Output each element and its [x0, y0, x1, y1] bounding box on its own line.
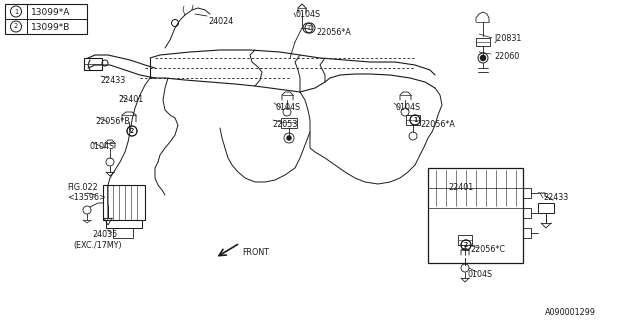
- Text: (EXC./17MY): (EXC./17MY): [73, 241, 122, 250]
- Text: 2: 2: [14, 23, 18, 29]
- Text: 0104S: 0104S: [468, 270, 493, 279]
- Text: 22056*A: 22056*A: [316, 28, 351, 37]
- Circle shape: [480, 55, 486, 61]
- Bar: [106, 220, 142, 228]
- Text: J20831: J20831: [494, 34, 522, 43]
- Bar: [538, 203, 554, 213]
- Text: FIG.022: FIG.022: [67, 183, 98, 192]
- Text: 2: 2: [464, 242, 468, 248]
- Text: 22056*C: 22056*C: [470, 245, 505, 254]
- Bar: [523, 228, 531, 238]
- Bar: [5, 4, 87, 34]
- Bar: [523, 188, 531, 198]
- Text: 1: 1: [413, 117, 417, 123]
- Text: 24035: 24035: [92, 230, 117, 239]
- Text: 0104S: 0104S: [296, 10, 321, 19]
- Bar: [428, 168, 523, 263]
- Text: 13099*B: 13099*B: [31, 23, 70, 32]
- Text: 1: 1: [413, 117, 417, 123]
- Text: 2: 2: [130, 128, 134, 134]
- Text: 22060: 22060: [494, 52, 519, 61]
- Bar: [103, 185, 145, 220]
- Text: 1: 1: [308, 25, 312, 31]
- Text: 2: 2: [464, 242, 468, 248]
- Text: 22401: 22401: [448, 183, 473, 192]
- Bar: [406, 115, 420, 125]
- Text: A090001299: A090001299: [545, 308, 596, 317]
- Text: 22433: 22433: [543, 193, 568, 202]
- Text: <13596>: <13596>: [67, 193, 106, 202]
- Circle shape: [172, 20, 179, 27]
- Text: 22433: 22433: [100, 76, 125, 85]
- Text: 24024: 24024: [208, 17, 233, 26]
- Text: 1: 1: [306, 25, 310, 31]
- Bar: [476, 38, 490, 46]
- Circle shape: [287, 135, 291, 140]
- Text: 1: 1: [14, 9, 18, 14]
- Bar: [84, 58, 102, 70]
- Text: 0104S: 0104S: [395, 103, 420, 112]
- Bar: [523, 208, 531, 218]
- Bar: [281, 118, 297, 128]
- Bar: [113, 228, 133, 238]
- Text: 0104S: 0104S: [275, 103, 300, 112]
- Text: 22056*A: 22056*A: [420, 120, 455, 129]
- Text: 22401: 22401: [118, 95, 143, 104]
- Text: FRONT: FRONT: [242, 248, 269, 257]
- Text: 13099*A: 13099*A: [31, 8, 70, 17]
- Text: 0104S: 0104S: [90, 142, 115, 151]
- Text: 22056*B: 22056*B: [95, 117, 130, 126]
- Bar: [458, 235, 472, 245]
- Text: 2: 2: [130, 128, 134, 134]
- Text: 22053: 22053: [272, 120, 298, 129]
